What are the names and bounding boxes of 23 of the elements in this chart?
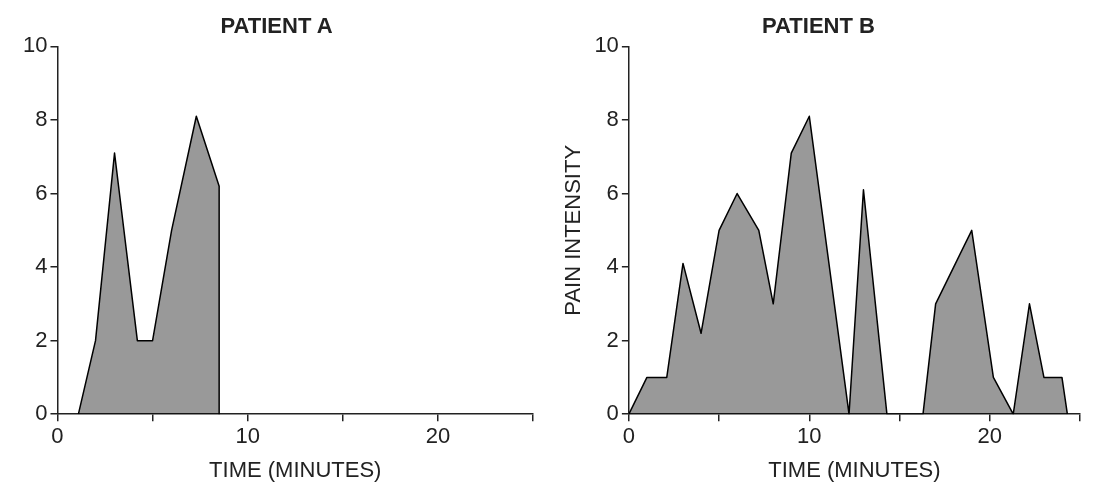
- y-tick-label: 0: [606, 400, 619, 426]
- x-tick-label: 0: [622, 423, 635, 449]
- y-tick-label: 2: [35, 326, 48, 352]
- x-tick-label: 10: [797, 423, 822, 449]
- y-tick-label: 6: [35, 179, 48, 205]
- x-axis-title: TIME (MINUTES): [768, 456, 941, 482]
- x-tick-label: 0: [51, 423, 64, 449]
- x-tick-label: 10: [235, 423, 260, 449]
- chart-title: PATIENT A: [220, 13, 333, 39]
- y-tick-label: 6: [606, 179, 619, 205]
- y-tick-label: 8: [606, 106, 619, 132]
- y-axis-title: PAIN INTENSITY: [560, 144, 586, 316]
- y-tick-label: 2: [606, 326, 619, 352]
- chart-title: PATIENT B: [762, 13, 875, 39]
- y-tick-label: 4: [35, 253, 48, 279]
- x-tick-label: 20: [977, 423, 1003, 449]
- x-tick-label: 20: [425, 423, 451, 449]
- y-tick-label: 10: [594, 32, 619, 58]
- y-tick-label: 4: [606, 253, 619, 279]
- x-axis-title: TIME (MINUTES): [209, 456, 382, 482]
- y-tick-label: 10: [22, 32, 48, 58]
- y-tick-label: 0: [35, 400, 48, 426]
- y-tick-label: 8: [35, 106, 48, 132]
